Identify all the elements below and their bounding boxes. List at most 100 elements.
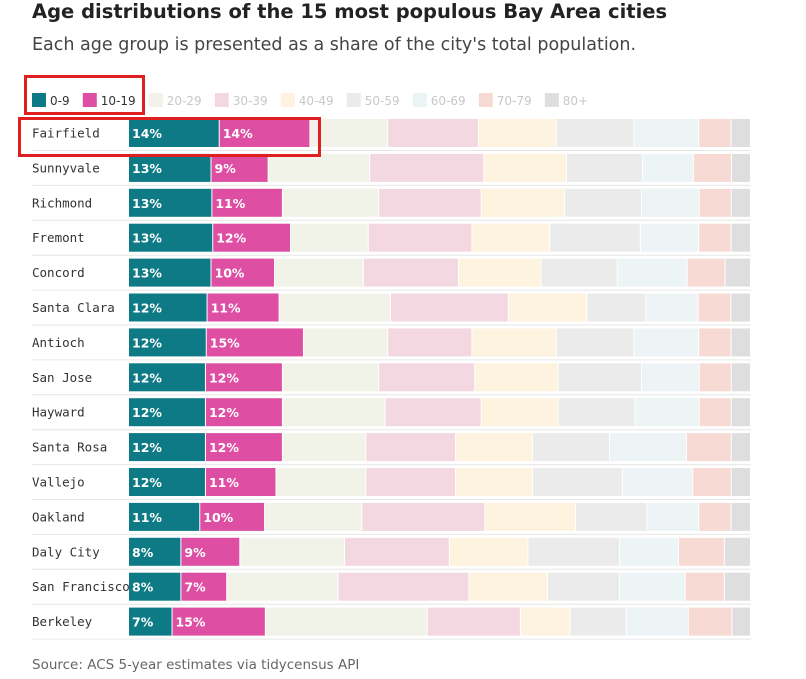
- city-label-fremont: Fremont: [32, 230, 85, 245]
- bar-60-69-san-jose: [641, 363, 699, 392]
- bar-70-79-richmond: [699, 188, 731, 217]
- data-label-10-19: 10%: [203, 510, 233, 525]
- bar-50-59-hayward: [558, 398, 635, 427]
- bar-20-29-berkeley: [265, 607, 427, 636]
- city-label-sunnyvale: Sunnyvale: [32, 160, 100, 175]
- bar-10-19-sunnyvale: [211, 153, 268, 182]
- bar-40-49-oakland: [485, 502, 576, 531]
- data-label-0-9: 12%: [132, 301, 162, 316]
- data-label-0-9: 13%: [132, 231, 162, 246]
- data-label-0-9: 12%: [132, 405, 162, 420]
- legend-swatch-60-69: [412, 93, 427, 107]
- bar-60-69-concord: [617, 258, 687, 287]
- bar-0-9-berkeley: [129, 607, 172, 636]
- bar-10-19-richmond: [212, 188, 282, 217]
- bar-30-39-sunnyvale: [370, 153, 484, 182]
- bar-40-49-sunnyvale: [484, 153, 566, 182]
- legend-swatch-80+: [544, 93, 559, 107]
- data-label-10-19: 7%: [184, 580, 206, 595]
- bar-60-69-sunnyvale: [643, 153, 693, 182]
- city-label-hayward: Hayward: [32, 405, 85, 420]
- bar-10-19-daly-city: [181, 537, 240, 566]
- bar-70-79-concord: [687, 258, 725, 287]
- bar-10-19-vallejo: [205, 468, 276, 496]
- data-label-0-9: 13%: [132, 266, 162, 281]
- bar-10-19-antioch: [206, 328, 303, 357]
- bar-10-19-concord: [211, 258, 274, 287]
- bar-80+-vallejo: [731, 468, 750, 496]
- bar-20-29-san-francisco: [227, 572, 338, 601]
- data-label-0-9: 12%: [132, 370, 162, 385]
- bar-60-69-richmond: [641, 188, 699, 217]
- bar-40-49-san-francisco: [469, 572, 548, 601]
- bar-60-69-santa-clara: [646, 293, 698, 322]
- bar-80+-fairfield: [731, 119, 750, 147]
- bar-70-79-santa-clara: [698, 293, 731, 322]
- bar-0-9-san-jose: [129, 363, 205, 392]
- bar-40-49-santa-rosa: [456, 433, 532, 462]
- bar-10-19-san-francisco: [181, 572, 227, 601]
- data-label-10-19: 12%: [209, 370, 239, 385]
- bar-0-9-vallejo: [129, 468, 205, 496]
- city-label-berkeley: Berkeley: [32, 614, 93, 629]
- bar-0-9-sunnyvale: [129, 153, 211, 182]
- bar-80+-hayward: [731, 398, 750, 427]
- legend-label-10-19: 10-19: [101, 94, 136, 108]
- bar-0-9-oakland: [129, 502, 200, 531]
- bar-30-39-san-jose: [379, 363, 475, 392]
- legend-label-0-9: 0-9: [50, 94, 70, 108]
- bar-0-9-concord: [129, 258, 211, 287]
- bar-40-49-richmond: [481, 188, 565, 217]
- bar-0-9-fremont: [129, 223, 213, 252]
- bar-70-79-oakland: [699, 502, 731, 531]
- bar-60-69-fairfield: [634, 119, 699, 147]
- bar-70-79-san-jose: [699, 363, 731, 392]
- data-label-0-9: 8%: [132, 545, 154, 560]
- bar-70-79-hayward: [699, 398, 731, 427]
- bar-40-49-vallejo: [456, 468, 532, 496]
- legend-label-70-79: 70-79: [497, 94, 532, 108]
- chart-subtitle: Each age group is presented as a share o…: [32, 35, 637, 55]
- bar-40-49-daly-city: [449, 537, 528, 566]
- city-label-concord: Concord: [32, 265, 85, 280]
- bar-20-29-oakland: [265, 502, 362, 531]
- bar-20-29-santa-clara: [279, 293, 390, 322]
- city-label-san-jose: San Jose: [32, 370, 92, 385]
- data-label-10-19: 12%: [209, 405, 239, 420]
- bar-30-39-hayward: [385, 398, 481, 427]
- bar-50-59-fremont: [550, 223, 640, 252]
- bar-50-59-fairfield: [556, 119, 634, 147]
- legend-label-30-39: 30-39: [233, 94, 268, 108]
- bar-20-29-concord: [274, 258, 363, 287]
- bar-40-49-concord: [459, 258, 541, 287]
- bar-20-29-richmond: [282, 188, 379, 217]
- bar-70-79-fairfield: [699, 119, 731, 147]
- bar-0-9-daly-city: [129, 537, 181, 566]
- data-label-0-9: 12%: [132, 335, 162, 350]
- data-label-10-19: 11%: [209, 475, 239, 490]
- bar-10-19-san-jose: [205, 363, 282, 392]
- bar-80+-santa-rosa: [731, 433, 750, 462]
- bar-50-59-oakland: [576, 502, 647, 531]
- data-label-0-9: 8%: [132, 580, 154, 595]
- bar-80+-san-francisco: [724, 572, 750, 601]
- bars: 14% 14% 13% 9% 13% 11% 13% 12% 13% 10% 12% 11% 12% 15…: [129, 119, 750, 636]
- bar-30-39-oakland: [362, 502, 485, 531]
- bar-50-59-santa-clara: [587, 293, 646, 322]
- bar-80+-san-jose: [731, 363, 750, 392]
- legend-swatch-70-79: [478, 93, 493, 107]
- data-label-0-9: 12%: [132, 440, 162, 455]
- city-label-fairfield: Fairfield: [32, 126, 100, 141]
- bar-40-49-hayward: [481, 398, 558, 427]
- bar-0-9-fairfield: [129, 119, 219, 147]
- bar-10-19-hayward: [205, 398, 282, 427]
- legend-label-80+: 80+: [563, 94, 588, 108]
- legend-swatch-40-49: [280, 93, 295, 107]
- data-label-10-19: 12%: [209, 440, 239, 455]
- bar-60-69-antioch: [634, 328, 699, 357]
- bar-70-79-daly-city: [678, 537, 724, 566]
- data-label-10-19: 9%: [215, 161, 237, 176]
- bar-70-79-fremont: [699, 223, 731, 252]
- bar-60-69-fremont: [640, 223, 699, 252]
- legend-swatch-10-19: [82, 93, 97, 107]
